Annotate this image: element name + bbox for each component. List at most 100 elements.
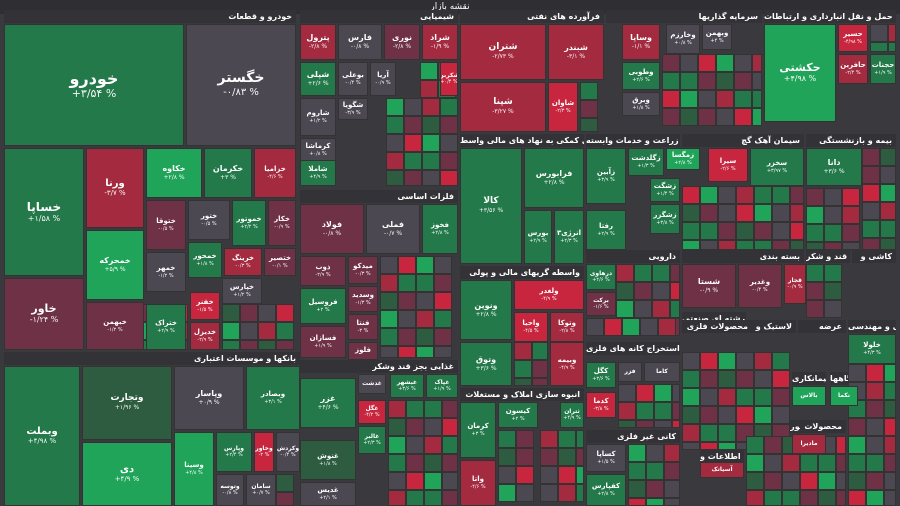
minor-stock-tile[interactable] [754, 186, 772, 204]
stock-tile-kermasha[interactable]: کرماشا +۰/۸ % [300, 138, 336, 162]
stock-tile-vsina[interactable]: وسینا +۴/۸ % [174, 432, 214, 506]
stock-tile-vtash[interactable]: واتا -۴/۶ % [460, 460, 496, 506]
stock-tile-khmehvar[interactable]: خمحور +۱/۸ % [188, 242, 222, 278]
stock-tile-zgaldesht[interactable]: زگلدشت +۱/۳ % [628, 148, 664, 176]
minor-stock-tile[interactable] [746, 436, 764, 454]
minor-stock-tile[interactable] [800, 472, 818, 490]
minor-stock-tile[interactable] [662, 54, 680, 72]
minor-stock-tile[interactable] [754, 406, 772, 424]
minor-stock-tile[interactable] [736, 204, 754, 222]
minor-stock-tile[interactable] [540, 430, 558, 448]
stock-tile-ghdasht[interactable]: غدشت [358, 374, 386, 394]
minor-stock-tile[interactable] [680, 108, 698, 126]
stock-tile-khavar[interactable]: خاور -۱/۲۴ % [4, 278, 84, 350]
minor-stock-tile[interactable] [836, 490, 846, 506]
minor-stock-tile[interactable] [672, 420, 680, 428]
stock-tile-khzamia[interactable]: خزامیا -۴/۶ % [254, 148, 296, 198]
minor-stock-tile[interactable] [442, 472, 458, 490]
stock-tile-kala[interactable]: کالا +۳/۵۶ % [460, 148, 522, 264]
minor-stock-tile[interactable] [718, 204, 736, 222]
minor-stock-tile[interactable] [634, 282, 652, 300]
stock-tile-vzarin[interactable]: وپارس +۲/۴ % [216, 432, 252, 472]
minor-stock-tile[interactable] [752, 54, 762, 72]
stock-tile-khkar[interactable]: خکار -۰/۹ % [268, 200, 296, 246]
minor-stock-tile[interactable] [646, 498, 664, 506]
minor-stock-tile[interactable] [406, 418, 424, 436]
stock-tile-khbahman[interactable]: خبهمن -۱/۲ % [86, 302, 144, 350]
minor-stock-tile[interactable] [576, 448, 584, 466]
minor-stock-tile[interactable] [388, 472, 406, 490]
minor-stock-tile[interactable] [806, 264, 824, 282]
minor-stock-tile[interactable] [782, 472, 800, 490]
minor-stock-tile[interactable] [884, 382, 896, 400]
minor-stock-tile[interactable] [680, 90, 698, 108]
stock-tile-hafarin[interactable]: حافرین -۲/۴ % [838, 54, 868, 84]
minor-stock-tile[interactable] [772, 240, 790, 250]
stock-tile-vbarg[interactable]: وبرق +۱/۸ % [622, 92, 660, 116]
stock-tile-khfanar[interactable]: خفنر -۱/۵ % [190, 292, 220, 320]
stock-tile-fenouh[interactable]: فلوز [348, 342, 378, 360]
minor-stock-tile[interactable] [532, 360, 548, 378]
minor-stock-tile[interactable] [716, 72, 734, 90]
minor-stock-tile[interactable] [422, 170, 440, 186]
minor-stock-tile[interactable] [672, 402, 680, 420]
minor-stock-tile[interactable] [870, 24, 888, 42]
minor-stock-tile[interactable] [388, 436, 406, 454]
stock-tile-khamrah[interactable]: خمحرکه +۵/۹ % [86, 230, 144, 300]
minor-stock-tile[interactable] [628, 498, 646, 506]
minor-stock-tile[interactable] [824, 264, 842, 282]
stock-tile-khtrak[interactable]: ختراک +۲/۹ % [146, 304, 186, 350]
minor-stock-tile[interactable] [386, 116, 404, 134]
minor-stock-tile[interactable] [558, 484, 576, 502]
minor-stock-tile[interactable] [222, 340, 240, 350]
minor-stock-tile[interactable] [848, 418, 866, 436]
minor-stock-tile[interactable] [616, 300, 634, 318]
minor-stock-tile[interactable] [736, 388, 754, 406]
stock-tile-zrafta[interactable]: رفتا +۲/۹ % [586, 210, 626, 250]
minor-stock-tile[interactable] [866, 382, 884, 400]
minor-stock-tile[interactable] [746, 472, 764, 490]
minor-stock-tile[interactable] [790, 186, 804, 204]
minor-stock-tile[interactable] [388, 454, 406, 472]
minor-stock-tile[interactable] [406, 454, 424, 472]
minor-stock-tile[interactable] [442, 418, 458, 436]
minor-stock-tile[interactable] [634, 300, 652, 318]
minor-stock-tile[interactable] [664, 462, 680, 480]
minor-stock-tile[interactable] [806, 300, 824, 318]
stock-tile-sherad[interactable]: شراد -۱/۹ % [422, 24, 458, 60]
minor-stock-tile[interactable] [276, 474, 294, 492]
minor-stock-tile[interactable] [866, 472, 884, 490]
minor-stock-tile[interactable] [700, 240, 718, 250]
minor-stock-tile[interactable] [646, 462, 664, 480]
minor-stock-tile[interactable] [380, 292, 398, 310]
minor-stock-tile[interactable] [880, 202, 896, 220]
minor-stock-tile[interactable] [698, 72, 716, 90]
minor-stock-tile[interactable] [700, 186, 718, 204]
minor-stock-tile[interactable] [516, 466, 534, 484]
minor-stock-tile[interactable] [884, 490, 896, 506]
stock-tile-fameli[interactable]: فملی -۰/۷ % [366, 204, 420, 254]
stock-tile-vbahman[interactable]: وبهمن +۴ % [702, 24, 732, 50]
minor-stock-tile[interactable] [398, 274, 416, 292]
minor-stock-tile[interactable] [240, 322, 258, 340]
minor-stock-tile[interactable] [718, 240, 736, 250]
minor-stock-tile[interactable] [754, 204, 772, 222]
minor-stock-tile[interactable] [662, 72, 680, 90]
minor-stock-tile[interactable] [848, 472, 866, 490]
minor-stock-tile[interactable] [434, 274, 452, 292]
minor-stock-tile[interactable] [884, 454, 896, 472]
minor-stock-tile[interactable] [634, 264, 652, 282]
minor-stock-tile[interactable] [806, 206, 824, 224]
minor-stock-tile[interactable] [772, 406, 790, 424]
minor-stock-tile[interactable] [442, 454, 458, 472]
stock-tile-vkharazm[interactable]: وخارزم +۰/۸ % [666, 24, 700, 54]
minor-stock-tile[interactable] [716, 108, 734, 126]
stock-tile-ghnoush[interactable]: غنوش +۱/۸ % [300, 440, 356, 480]
minor-stock-tile[interactable] [440, 116, 458, 134]
minor-stock-tile[interactable] [652, 264, 670, 282]
minor-stock-tile[interactable] [836, 436, 846, 454]
stock-tile-khmotor[interactable]: خموتور +۲/۲ % [232, 200, 266, 246]
minor-stock-tile[interactable] [586, 318, 604, 336]
minor-stock-tile[interactable] [716, 90, 734, 108]
stock-tile-sheyna[interactable]: شپنا -۳/۲۷ % [460, 82, 546, 132]
